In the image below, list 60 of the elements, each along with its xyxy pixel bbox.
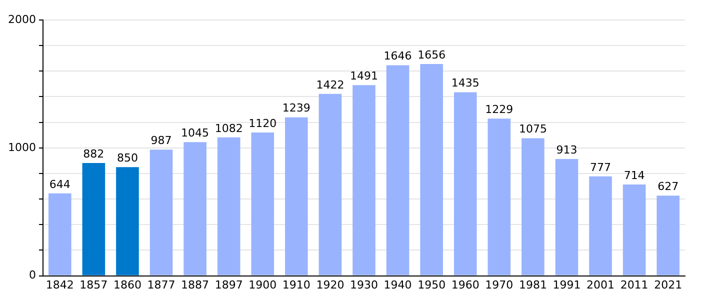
data-label: 913: [556, 143, 578, 156]
data-label: 1646: [384, 50, 412, 63]
bar: [251, 132, 274, 276]
bar: [522, 138, 544, 276]
data-label: 1120: [248, 116, 277, 130]
bar: [589, 176, 612, 276]
x-tick-label: 1900: [248, 278, 277, 292]
x-tick-label: 1920: [316, 278, 344, 292]
y-tick-label: 0: [28, 268, 36, 282]
x-tick-label: 1887: [181, 278, 210, 292]
x-tick-label: 2001: [586, 278, 615, 292]
x-tick-label: 1970: [485, 278, 514, 292]
data-label: 1435: [451, 76, 480, 90]
x-tick-label: 2021: [654, 278, 682, 292]
x-tick-label: 1897: [214, 278, 243, 292]
bar: [454, 92, 477, 276]
bar: [488, 118, 511, 276]
data-label: 1045: [181, 126, 210, 140]
bar: [555, 159, 578, 276]
data-label: 1082: [214, 122, 243, 135]
x-tick-label: 1950: [418, 278, 446, 292]
bar: [420, 64, 443, 276]
data-label: 1075: [518, 122, 547, 136]
data-label: 1422: [316, 78, 344, 92]
data-label: 1229: [485, 102, 514, 116]
data-label: 777: [590, 160, 612, 174]
data-label: 1239: [282, 102, 310, 115]
data-label: 850: [116, 151, 138, 164]
data-label: 1656: [418, 48, 446, 62]
data-label: 627: [658, 180, 679, 193]
y-tick-label: 1000: [8, 140, 36, 154]
data-label: 1491: [350, 69, 378, 82]
x-tick-label: 1960: [451, 278, 480, 292]
x-tick-label: 1857: [80, 278, 108, 292]
data-label: 644: [49, 178, 70, 191]
bar: [150, 150, 173, 276]
bar: [352, 85, 376, 276]
x-tick-label: 1991: [552, 278, 581, 292]
data-label: 987: [150, 134, 172, 147]
x-tick-label: 1940: [384, 278, 412, 292]
bar: [656, 196, 680, 276]
x-tick-label: 2011: [620, 278, 648, 292]
bar: [622, 184, 646, 276]
y-tick-label: 2000: [8, 12, 36, 26]
data-label: 882: [83, 147, 104, 160]
bar: [184, 142, 206, 276]
bar: [285, 117, 308, 276]
x-tick-label: 1877: [147, 278, 176, 292]
x-tick-label: 1842: [46, 278, 74, 292]
bar: [217, 137, 240, 276]
data-label: 714: [624, 168, 645, 182]
bar: [82, 162, 106, 276]
bar: [318, 94, 342, 276]
x-tick-label: 1910: [282, 278, 310, 292]
bar: [48, 193, 72, 276]
x-tick-label: 1930: [350, 278, 378, 292]
bar: [116, 167, 139, 276]
x-tick-label: 1860: [113, 278, 142, 292]
bar: [386, 65, 410, 276]
x-tick-label: 1981: [518, 278, 547, 292]
